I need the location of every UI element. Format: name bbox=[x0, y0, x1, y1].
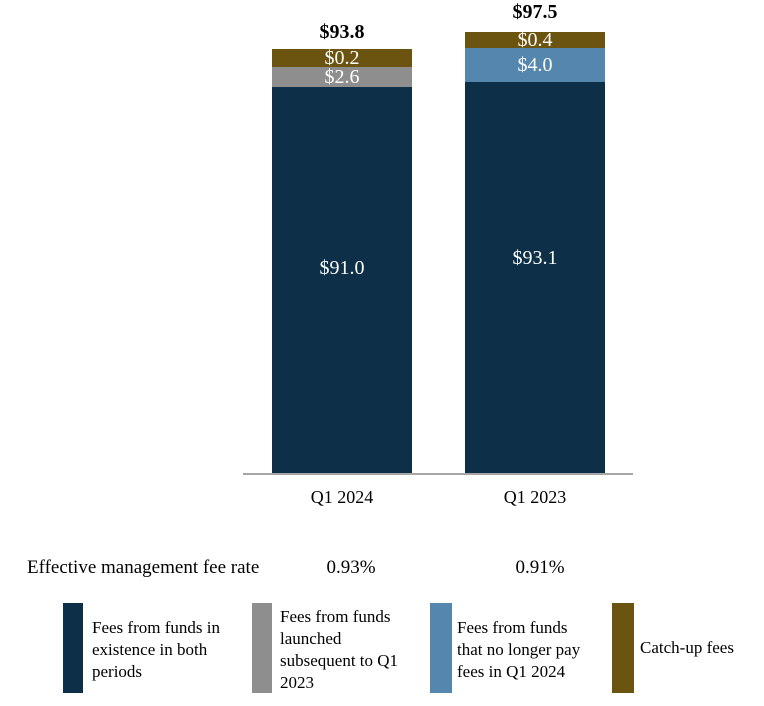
fee-rate-row-label: Effective management fee rate bbox=[27, 557, 260, 578]
segment-funds-launched-q1-2024: $2.6 bbox=[272, 65, 412, 88]
segment-catch-up-fees-q1-2024: $0.2 bbox=[272, 46, 412, 69]
segment-value-label: $0.2 bbox=[324, 46, 360, 69]
legend-label-funds-no-longer-pay: Fees from funds that no longer pay fees … bbox=[457, 617, 607, 683]
segment-value-label: $2.6 bbox=[324, 65, 360, 88]
stacked-bar-q1-2024: $0.2 $2.6 $91.0 bbox=[272, 46, 412, 473]
legend-label-funds-launched: Fees from funds launched subsequent to Q… bbox=[280, 606, 425, 694]
x-axis-line bbox=[243, 473, 633, 475]
legend-label-funds-in-existence: Fees from funds in existence in both per… bbox=[92, 617, 247, 683]
segment-value-label: $4.0 bbox=[517, 53, 553, 76]
legend-label-catch-up-fees: Catch-up fees bbox=[640, 637, 760, 659]
segment-catch-up-fees-q1-2023: $0.4 bbox=[465, 29, 605, 51]
segment-funds-in-existence-q1-2024: $91.0 bbox=[272, 87, 412, 473]
segment-value-label: $0.4 bbox=[517, 28, 553, 51]
legend-label-line: Catch-up fees bbox=[640, 638, 734, 657]
legend-label-line: Fees from funds bbox=[457, 618, 568, 637]
legend-swatch-catch-up-fees bbox=[612, 603, 634, 693]
fee-rate-value-q1-2024: 0.93% bbox=[326, 557, 376, 578]
legend-label-line: 2023 bbox=[280, 673, 314, 692]
segment-funds-in-existence-q1-2023: $93.1 bbox=[465, 82, 605, 473]
segment-funds-no-longer-pay-q1-2023: $4.0 bbox=[465, 48, 605, 82]
stacked-bar-q1-2023: $0.4 $4.0 $93.1 bbox=[465, 29, 605, 473]
legend-label-line: subsequent to Q1 bbox=[280, 651, 399, 670]
legend-label-line: that no longer pay bbox=[457, 640, 581, 659]
segment-value-label: $91.0 bbox=[319, 257, 365, 279]
legend-swatch-funds-no-longer-pay bbox=[430, 603, 452, 693]
bar-total-label-q1-2024: $93.8 bbox=[319, 21, 365, 43]
legend-label-line: periods bbox=[92, 662, 143, 681]
x-axis-label-q1-2024: Q1 2024 bbox=[310, 487, 374, 507]
legend-label-line: Fees from funds in bbox=[92, 618, 220, 637]
fee-rate-value-q1-2023: 0.91% bbox=[515, 557, 565, 578]
legend-label-line: fees in Q1 2024 bbox=[457, 662, 566, 681]
legend-swatch-funds-launched bbox=[252, 603, 272, 693]
legend-label-line: launched bbox=[280, 629, 342, 648]
legend-swatch-funds-in-existence bbox=[63, 603, 83, 693]
bar-total-label-q1-2023: $97.5 bbox=[512, 1, 558, 23]
legend-label-line: Fees from funds bbox=[280, 607, 391, 626]
segment-value-label: $93.1 bbox=[512, 247, 558, 269]
legend-label-line: existence in both bbox=[92, 640, 208, 659]
x-axis-label-q1-2023: Q1 2023 bbox=[503, 487, 567, 507]
